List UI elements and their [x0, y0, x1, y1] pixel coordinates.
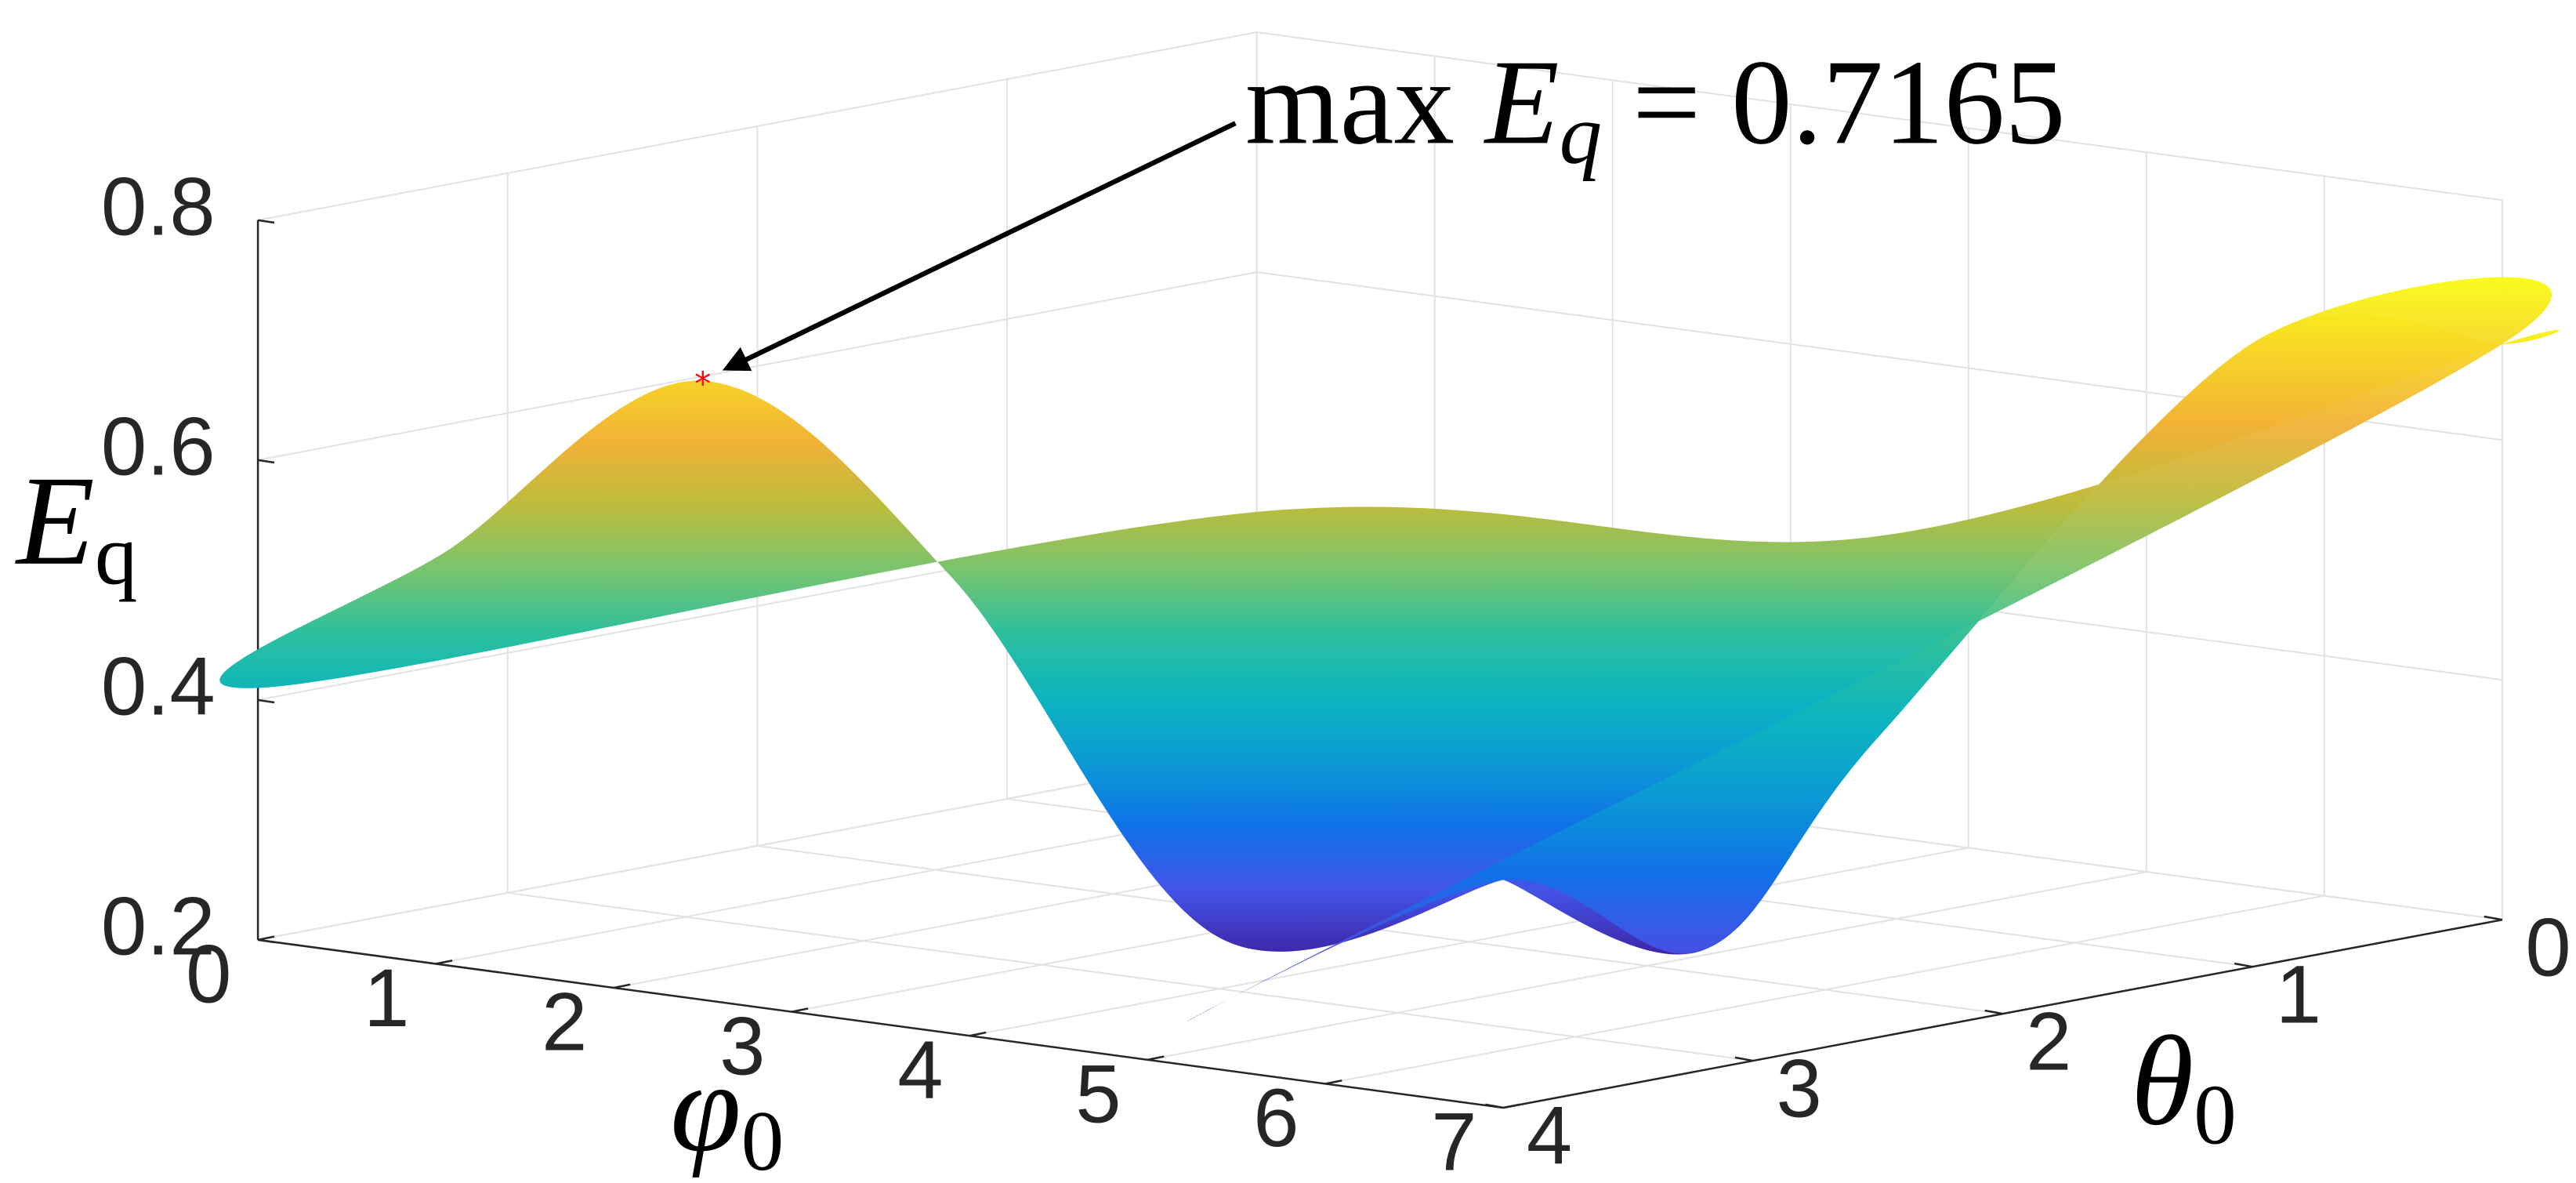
- z-tick-label: 0.4: [101, 641, 216, 733]
- max-star: *: [694, 365, 711, 403]
- x-tick-label: 0: [186, 928, 231, 1020]
- arrow-head: [722, 347, 752, 372]
- x-tick-label: 3: [719, 1000, 765, 1092]
- z-tick-labels: 0.2 0.4 0.6 0.8: [101, 161, 275, 973]
- y-tick-label: 0: [2525, 902, 2571, 994]
- y-tick-label: 1: [2276, 949, 2321, 1040]
- max-marker: *: [694, 365, 711, 403]
- z-tick-label: 0.8: [101, 161, 216, 253]
- z-tick-label: 0.2: [101, 881, 216, 973]
- x-tick-mark: [1147, 1055, 1165, 1061]
- x-tick-label: 4: [897, 1025, 943, 1116]
- x-label-sub: 0: [741, 1094, 784, 1183]
- arrow-shaft: [733, 121, 1237, 368]
- x-tick-label: 6: [1253, 1072, 1299, 1164]
- x-tick-mark: [1503, 1103, 1520, 1109]
- y-tick-label: 4: [1527, 1090, 1572, 1181]
- max-annotation: max Eq = 0.7165: [1245, 34, 2066, 181]
- annotation-suffix: = 0.7165: [1602, 34, 2066, 169]
- z-tick-mark: [257, 459, 275, 464]
- z-tick-label: 0.6: [101, 401, 216, 493]
- y-tick-mark: [1984, 1009, 2003, 1015]
- y-tick-label: 3: [1777, 1043, 1822, 1134]
- x-tick-label: 5: [1075, 1048, 1121, 1140]
- x-tick-mark: [791, 1007, 809, 1013]
- grid-line-floor-theta: [507, 891, 1754, 1062]
- z-axis-label: Eq: [15, 450, 137, 602]
- annotation-arrow: [722, 121, 1237, 372]
- y-tick-mark: [2484, 915, 2503, 921]
- y-tick-mark: [2234, 962, 2253, 968]
- surface-patch: [219, 314, 2560, 955]
- x-tick-mark: [969, 1031, 987, 1037]
- grid-line-z: [257, 31, 2503, 221]
- z-label-sub: q: [95, 507, 138, 602]
- z-label-base: E: [15, 450, 95, 592]
- annotation-base: E: [1484, 34, 1560, 169]
- z-tick-mark: [257, 219, 275, 224]
- annotation-sub: q: [1560, 86, 1603, 181]
- y-label-base: θ: [2131, 1011, 2194, 1152]
- x-axis-label: φ0: [670, 1036, 784, 1183]
- y-tick-mark: [1734, 1056, 1754, 1062]
- surface-fold-right: [1186, 277, 2552, 1022]
- x-tick-label: 7: [1431, 1097, 1476, 1183]
- z-tick-mark: [257, 699, 275, 704]
- x-label-base: φ: [670, 1036, 741, 1178]
- y-label-sub: 0: [2194, 1068, 2237, 1163]
- x-tick-mark: [613, 983, 631, 989]
- y-axis-label: θ0: [2131, 1011, 2237, 1163]
- x-tick-mark: [1325, 1079, 1342, 1085]
- grid-line-z: [257, 271, 2503, 461]
- x-tick-mark: [435, 959, 453, 965]
- x-tick-labels: 0 1 2 3 4 5 6 7: [186, 928, 1520, 1183]
- x-tick-label: 2: [542, 977, 587, 1069]
- annotation-prefix: max: [1245, 34, 1485, 169]
- y-tick-mark: [1485, 1103, 1504, 1109]
- x-tick-label: 1: [364, 953, 409, 1044]
- surface-group: [219, 277, 2560, 1022]
- x-axis-line: [257, 938, 1504, 1109]
- x-tick-mark: [257, 935, 275, 942]
- y-tick-label: 2: [2026, 996, 2071, 1087]
